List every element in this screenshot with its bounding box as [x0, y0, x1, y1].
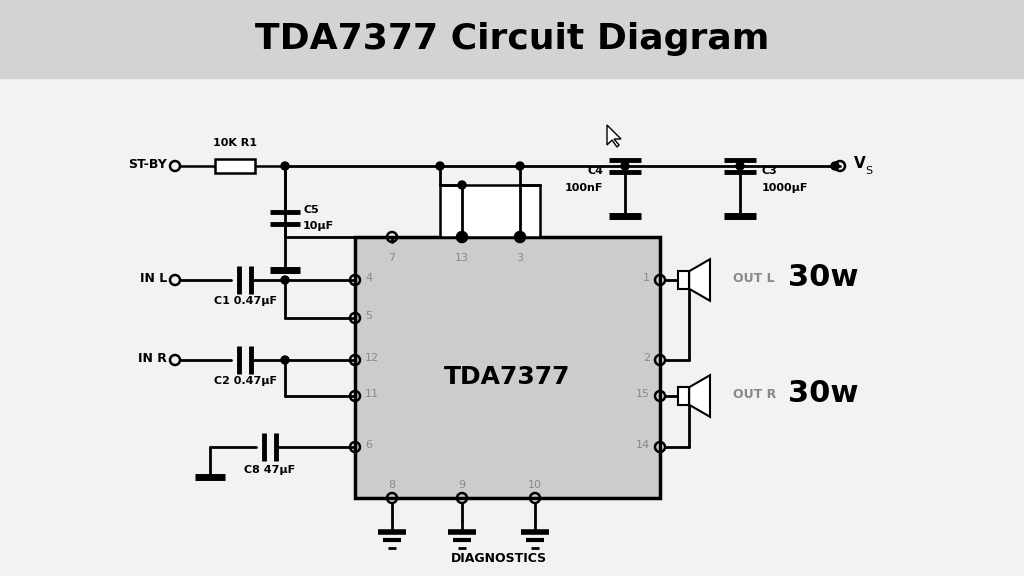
Text: 7: 7 — [388, 253, 395, 263]
Text: 4: 4 — [365, 273, 372, 283]
Circle shape — [436, 162, 444, 170]
Text: 1: 1 — [643, 273, 650, 283]
Polygon shape — [607, 125, 621, 147]
Text: 30w: 30w — [788, 263, 858, 293]
Text: DIAGNOSTICS: DIAGNOSTICS — [451, 551, 547, 564]
Text: TDA7377 Circuit Diagram: TDA7377 Circuit Diagram — [255, 22, 769, 56]
Text: C3: C3 — [762, 166, 778, 176]
Text: OUT L: OUT L — [733, 271, 774, 285]
Text: C5: C5 — [303, 205, 318, 215]
Text: C8 47μF: C8 47μF — [245, 465, 296, 475]
Circle shape — [281, 276, 289, 284]
Text: V: V — [854, 157, 865, 172]
Text: 6: 6 — [365, 440, 372, 450]
Text: 9: 9 — [459, 480, 466, 490]
Text: 5: 5 — [365, 311, 372, 321]
Text: 2: 2 — [643, 353, 650, 363]
Text: 10μF: 10μF — [303, 221, 334, 231]
Text: 8: 8 — [388, 480, 395, 490]
Bar — [440, 185, 540, 237]
Text: C1 0.47μF: C1 0.47μF — [213, 296, 276, 306]
Circle shape — [281, 356, 289, 364]
Text: IN R: IN R — [138, 351, 167, 365]
Text: 10K R1: 10K R1 — [213, 138, 257, 148]
Text: 3: 3 — [516, 253, 523, 263]
Text: 13: 13 — [455, 253, 469, 263]
Text: TDA7377: TDA7377 — [444, 366, 570, 389]
Bar — [678, 387, 689, 405]
Circle shape — [516, 162, 524, 170]
Text: C2 0.47μF: C2 0.47μF — [213, 376, 276, 386]
Text: 10: 10 — [528, 480, 542, 490]
Polygon shape — [689, 375, 710, 417]
Bar — [355, 237, 660, 498]
Circle shape — [281, 162, 289, 170]
Circle shape — [621, 162, 629, 170]
Circle shape — [458, 233, 466, 241]
Text: ST-BY: ST-BY — [128, 157, 167, 170]
Circle shape — [736, 162, 744, 170]
Text: S: S — [865, 166, 872, 176]
Circle shape — [516, 233, 524, 241]
Text: 11: 11 — [365, 389, 379, 399]
Text: 12: 12 — [365, 353, 379, 363]
Text: IN L: IN L — [139, 271, 167, 285]
Text: 15: 15 — [636, 389, 650, 399]
Circle shape — [831, 162, 839, 170]
Text: C4: C4 — [587, 166, 603, 176]
Text: 1000μF: 1000μF — [762, 183, 808, 193]
Text: 14: 14 — [636, 440, 650, 450]
Bar — [678, 271, 689, 289]
Polygon shape — [689, 259, 710, 301]
Circle shape — [458, 181, 466, 189]
Text: 30w: 30w — [788, 380, 858, 408]
Text: OUT R: OUT R — [733, 388, 776, 400]
Bar — [215, 159, 255, 173]
Text: 100nF: 100nF — [564, 183, 603, 193]
Bar — [0, 0, 1024, 78]
